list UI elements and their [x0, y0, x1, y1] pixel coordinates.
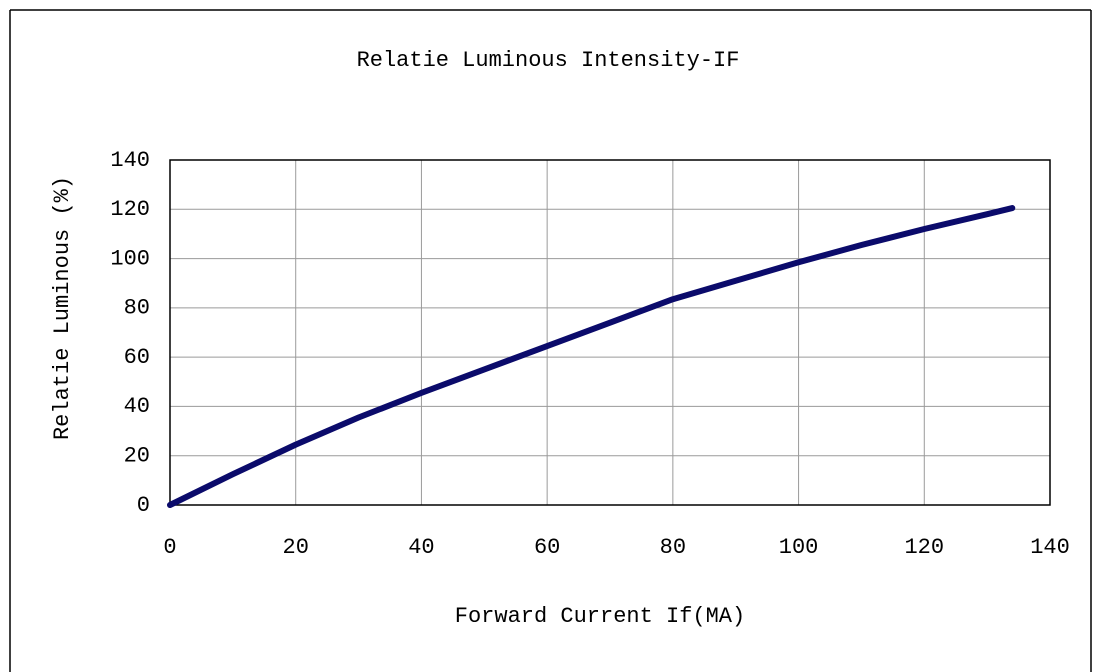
- y-tick-label: 20: [124, 444, 150, 469]
- y-tick-label: 120: [110, 197, 150, 222]
- x-axis-label: Forward Current If(MA): [455, 604, 745, 629]
- y-tick-label: 140: [110, 148, 150, 173]
- x-tick-label: 120: [904, 535, 944, 560]
- x-tick-label: 100: [779, 535, 819, 560]
- y-tick-label: 80: [124, 296, 150, 321]
- y-tick-label: 100: [110, 246, 150, 271]
- y-axis-label: Relatie Luminous (%): [50, 176, 75, 440]
- y-tick-label: 60: [124, 345, 150, 370]
- chart-title: Relatie Luminous Intensity-IF: [357, 48, 740, 73]
- plot-area: [169, 159, 1051, 506]
- y-tick-label: 0: [137, 493, 150, 518]
- x-tick-label: 20: [283, 535, 309, 560]
- x-tick-label: 40: [408, 535, 434, 560]
- x-tick-label: 60: [534, 535, 560, 560]
- data-line: [167, 205, 1016, 508]
- x-tick-label: 0: [163, 535, 176, 560]
- y-tick-label: 40: [124, 394, 150, 419]
- x-tick-label: 140: [1030, 535, 1070, 560]
- x-tick-label: 80: [660, 535, 686, 560]
